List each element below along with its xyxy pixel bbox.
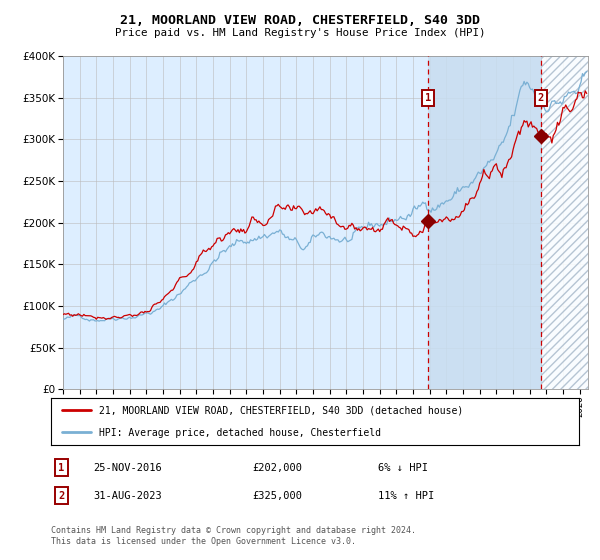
Text: Contains HM Land Registry data © Crown copyright and database right 2024.
This d: Contains HM Land Registry data © Crown c…	[51, 526, 416, 546]
Text: £202,000: £202,000	[252, 463, 302, 473]
Text: 6% ↓ HPI: 6% ↓ HPI	[378, 463, 428, 473]
Bar	[541, 56, 588, 389]
Bar	[428, 56, 541, 389]
Text: Price paid vs. HM Land Registry's House Price Index (HPI): Price paid vs. HM Land Registry's House …	[115, 28, 485, 38]
Text: HPI: Average price, detached house, Chesterfield: HPI: Average price, detached house, Ches…	[98, 428, 380, 438]
Text: 2: 2	[538, 92, 544, 102]
Text: 25-NOV-2016: 25-NOV-2016	[93, 463, 162, 473]
Text: 1: 1	[425, 92, 431, 102]
Text: 31-AUG-2023: 31-AUG-2023	[93, 491, 162, 501]
Text: £325,000: £325,000	[252, 491, 302, 501]
Text: 2: 2	[58, 491, 65, 501]
Text: 1: 1	[58, 463, 65, 473]
Text: 11% ↑ HPI: 11% ↑ HPI	[378, 491, 434, 501]
Text: 21, MOORLAND VIEW ROAD, CHESTERFIELD, S40 3DD (detached house): 21, MOORLAND VIEW ROAD, CHESTERFIELD, S4…	[98, 405, 463, 416]
Text: 21, MOORLAND VIEW ROAD, CHESTERFIELD, S40 3DD: 21, MOORLAND VIEW ROAD, CHESTERFIELD, S4…	[120, 14, 480, 27]
